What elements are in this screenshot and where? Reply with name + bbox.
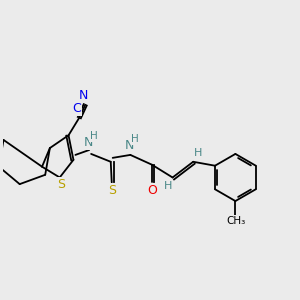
Text: S: S [57,178,65,191]
Text: S: S [108,184,116,197]
Text: N: N [125,139,134,152]
Text: O: O [147,184,157,197]
Text: H: H [164,181,172,191]
Text: CH₃: CH₃ [227,216,246,226]
Text: H: H [90,131,98,141]
Text: N: N [79,88,88,101]
Text: C: C [72,102,81,115]
Text: N: N [83,136,93,148]
Text: H: H [194,148,202,158]
Text: H: H [131,134,139,144]
